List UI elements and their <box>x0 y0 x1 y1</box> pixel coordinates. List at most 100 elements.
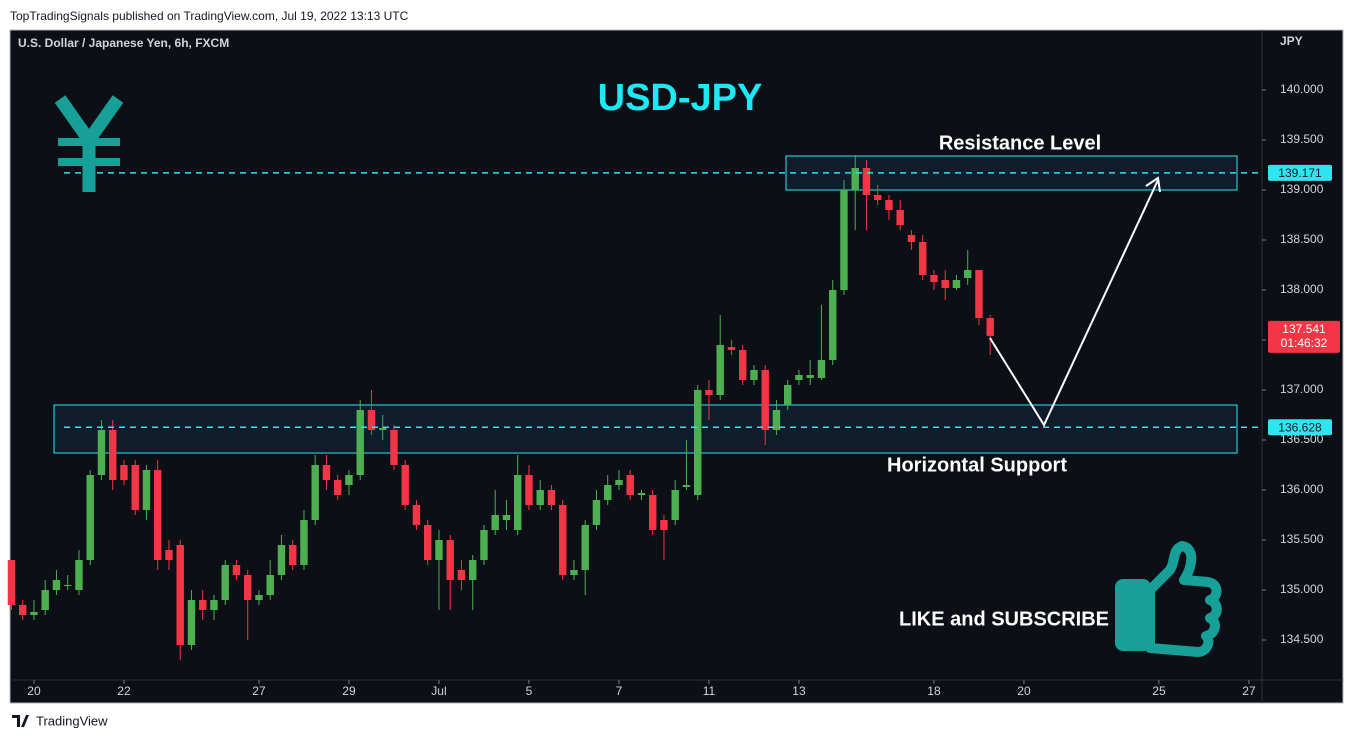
y-tick-label: 137.000 <box>1280 382 1324 396</box>
y-tick-label: 139.500 <box>1280 132 1324 146</box>
candle-body <box>480 530 488 560</box>
candle-body <box>97 430 106 475</box>
candle-body <box>491 515 499 530</box>
level-price-tag <box>1268 419 1332 436</box>
candle-body <box>738 350 747 380</box>
candle-body <box>581 525 589 570</box>
like-subscribe: LIKE and SUBSCRIBE <box>899 608 1109 630</box>
last-price-tag <box>1268 320 1340 353</box>
candle-body <box>142 470 151 510</box>
y-tick-label: 135.000 <box>1280 582 1324 596</box>
candle-body <box>322 465 331 480</box>
candle-body <box>232 565 241 575</box>
candle-body <box>176 545 184 645</box>
x-tick-label: 11 <box>703 684 716 698</box>
x-tick-label: 13 <box>792 684 806 698</box>
candle-body <box>817 360 826 378</box>
candle-body <box>18 605 27 615</box>
candle-body <box>525 475 533 505</box>
candle-body <box>907 235 916 242</box>
candle-body <box>210 600 218 610</box>
candle-body <box>873 195 882 200</box>
chart-title: USD-JPY <box>598 77 763 119</box>
y-tick-label: 134.500 <box>1280 632 1324 646</box>
symbol-label: U.S. Dollar / Japanese Yen, 6h, FXCM <box>18 36 229 50</box>
candle-body <box>705 390 713 395</box>
candle-body <box>952 280 961 288</box>
candle-body <box>648 495 657 530</box>
candle-body <box>52 580 61 590</box>
candle-body <box>457 570 466 580</box>
candle-body <box>547 490 556 505</box>
candle-body <box>468 560 477 580</box>
candle-body <box>772 410 781 430</box>
level-price-label: 139.171 <box>1278 166 1322 180</box>
candle-body <box>277 545 286 575</box>
candle-body <box>333 480 342 495</box>
y-tick-label: 135.500 <box>1280 532 1324 546</box>
candle-body <box>30 612 38 615</box>
candle-body <box>288 545 297 565</box>
candle-body <box>693 390 702 495</box>
currency-label: JPY <box>1280 34 1303 48</box>
x-tick-label: 25 <box>1152 684 1166 698</box>
yen-icon <box>54 95 124 192</box>
candle-body <box>446 540 454 580</box>
candle-body <box>682 485 691 487</box>
candle-body <box>255 595 263 600</box>
y-tick-label: 138.000 <box>1280 282 1324 296</box>
x-tick-label: 20 <box>27 684 41 698</box>
candle-body <box>862 168 871 195</box>
resistance-label: Resistance Level <box>939 132 1101 154</box>
candle-body <box>311 465 319 520</box>
candle-body <box>7 560 16 605</box>
candle-body <box>930 275 938 282</box>
candle-body <box>412 505 421 525</box>
y-tick-label: 136.000 <box>1280 482 1324 496</box>
candle-body <box>502 515 511 520</box>
candle-body <box>727 347 736 350</box>
candle-body <box>918 242 927 275</box>
x-tick-label: 29 <box>342 684 356 698</box>
last-price-label: 137.541 <box>1282 322 1326 336</box>
candle-body <box>243 575 252 600</box>
zone-box <box>53 404 1238 454</box>
candle-body <box>806 375 814 378</box>
candle-body <box>592 500 601 525</box>
candle-body <box>750 370 758 380</box>
level-price-label: 136.628 <box>1278 420 1322 434</box>
candle-body <box>896 210 904 225</box>
thumbs-up-icon <box>1115 541 1222 657</box>
published-line: TopTradingSignals published on TradingVi… <box>10 9 409 23</box>
x-tick-label: 7 <box>616 684 623 698</box>
candle-body <box>986 318 994 336</box>
x-tick-label: Jul <box>431 684 446 698</box>
candle-body <box>345 475 353 485</box>
arrow-head <box>1145 176 1161 193</box>
brand: TradingView <box>36 713 108 728</box>
candle-body <box>716 345 724 395</box>
y-tick-label: 139.000 <box>1280 182 1324 196</box>
candle-body <box>975 270 983 318</box>
candle-body <box>300 520 308 565</box>
candle-body <box>637 493 646 495</box>
plot: 134.500 135.000 135.500 136.000 136.500 137.0… <box>7 82 1340 698</box>
candle-body <box>378 428 387 430</box>
candle-body <box>108 430 117 480</box>
candle-body <box>266 575 274 595</box>
candle-body <box>513 475 522 530</box>
candle-body <box>153 470 162 560</box>
candle-body <box>390 430 398 465</box>
candle-body <box>63 585 72 586</box>
candle-body <box>570 570 578 575</box>
y-tick-label: 140.000 <box>1280 82 1324 96</box>
candle-body <box>783 385 792 405</box>
projection-arrow <box>989 179 1159 428</box>
candle-body <box>41 590 49 610</box>
candle-body <box>615 480 623 485</box>
candle-body <box>761 370 769 430</box>
x-tick-label: 27 <box>1242 684 1256 698</box>
candle-body <box>840 190 848 290</box>
candle-body <box>221 565 229 600</box>
